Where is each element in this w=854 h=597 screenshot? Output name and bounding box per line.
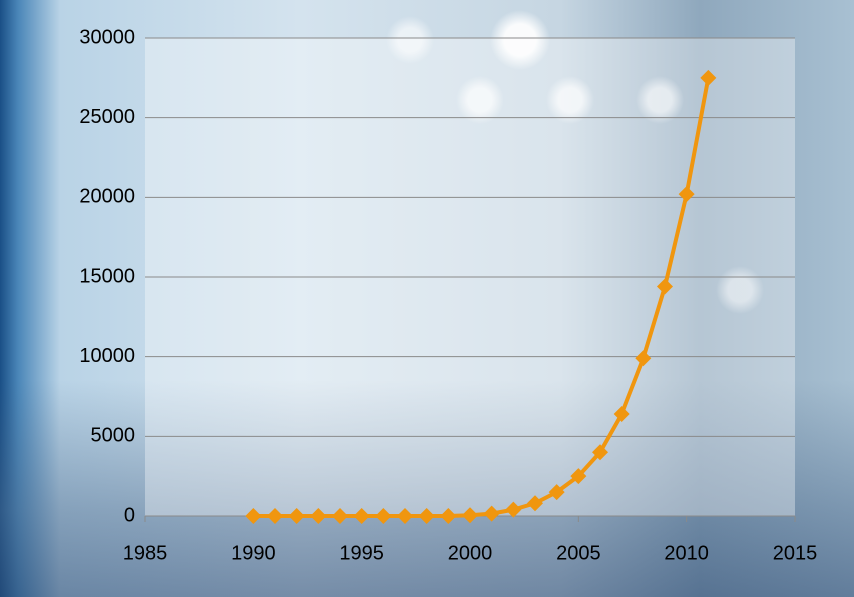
data-marker xyxy=(548,484,565,501)
y-tick-label: 15000 xyxy=(79,265,135,287)
x-tick-label: 2005 xyxy=(556,542,601,564)
y-tick-label: 25000 xyxy=(79,106,135,128)
data-marker xyxy=(635,350,652,367)
data-marker xyxy=(700,69,717,86)
data-marker xyxy=(267,508,283,524)
data-marker xyxy=(592,444,608,461)
data-marker xyxy=(527,495,543,512)
background-shade xyxy=(0,380,854,597)
y-tick-label: 10000 xyxy=(79,345,135,367)
data-marker xyxy=(288,508,305,524)
data-marker xyxy=(657,278,673,295)
data-line xyxy=(253,77,711,518)
y-tick-label: 0 xyxy=(124,504,135,526)
data-marker xyxy=(418,508,435,524)
data-marker xyxy=(570,468,587,485)
data-marker xyxy=(332,508,348,524)
data-marker xyxy=(613,406,630,423)
data-marker xyxy=(375,508,392,524)
x-tick-label: 2015 xyxy=(773,542,818,564)
data-marker xyxy=(245,508,262,524)
x-tick-label: 2000 xyxy=(448,542,493,564)
data-marker xyxy=(353,508,370,524)
x-tick-label: 2010 xyxy=(664,542,709,564)
x-tick-label: 1995 xyxy=(339,542,384,564)
data-marker xyxy=(397,508,413,524)
data-marker xyxy=(483,505,500,522)
y-tick-label: 30000 xyxy=(79,26,135,48)
data-marker xyxy=(310,508,327,524)
y-tick-label: 5000 xyxy=(91,425,136,447)
data-marker xyxy=(505,501,522,518)
x-tick-label: 1990 xyxy=(231,542,276,564)
y-tick-label: 20000 xyxy=(79,186,135,208)
data-marker xyxy=(440,508,457,524)
x-tick-label: 1985 xyxy=(123,542,168,564)
data-marker xyxy=(678,186,695,203)
data-marker xyxy=(462,507,478,524)
